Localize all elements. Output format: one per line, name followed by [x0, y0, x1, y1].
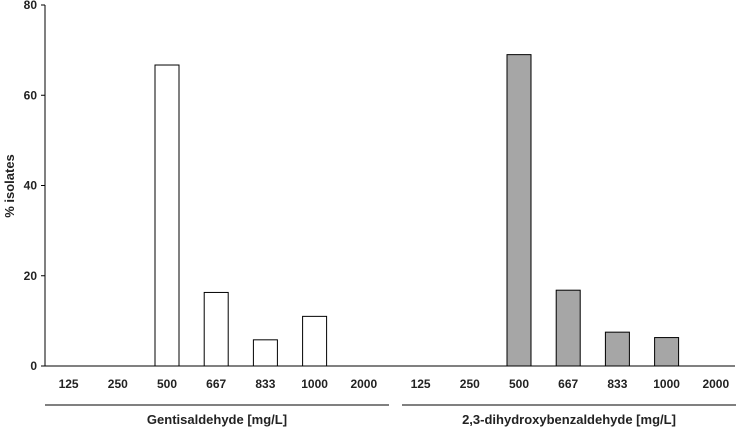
- y-tick-label: 20: [24, 269, 38, 283]
- bar: [252, 339, 278, 367]
- x-tick-label: 1000: [301, 377, 328, 391]
- x-tick-label: 667: [558, 377, 578, 391]
- x-tick-label: 250: [108, 377, 128, 391]
- bar: [154, 64, 180, 367]
- x-tick-label: 2000: [702, 377, 729, 391]
- x-tick-label: 833: [255, 377, 275, 391]
- plot-area: 0 20 40 60 80 125 250 500 667 833 1000 2000 125 250 5…: [24, 0, 736, 427]
- bar: [604, 331, 630, 367]
- x-tick-label: 667: [206, 377, 226, 391]
- group-label: Gentisaldehyde [mg/L]: [147, 412, 287, 427]
- bar: [302, 315, 328, 367]
- bar: [203, 291, 229, 367]
- x-tick-label: 500: [509, 377, 529, 391]
- x-tick-label: 500: [157, 377, 177, 391]
- y-tick-label: 80: [24, 0, 38, 12]
- x-tick-label: 250: [460, 377, 480, 391]
- x-tick-label: 125: [411, 377, 431, 391]
- bar: [654, 337, 680, 367]
- y-tick-label: 40: [24, 179, 38, 193]
- bars: [154, 54, 680, 367]
- y-tick-label: 0: [30, 359, 37, 373]
- y-ticks: 0 20 40 60 80: [24, 0, 45, 373]
- group-label: 2,3-dihydroxybenzaldehyde [mg/L]: [462, 412, 676, 427]
- x-tick-labels: 125 250 500 667 833 1000 2000 125 250 500 667 833 10…: [59, 377, 730, 391]
- bar: [506, 54, 532, 367]
- group-labels: Gentisaldehyde [mg/L] 2,3-dihydroxybenzal…: [45, 404, 736, 427]
- bar: [555, 289, 581, 367]
- y-axis-title: % isolates: [2, 154, 17, 218]
- x-tick-label: 2000: [350, 377, 377, 391]
- x-tick-label: 833: [607, 377, 627, 391]
- x-tick-label: 125: [59, 377, 79, 391]
- y-tick-label: 60: [24, 88, 38, 102]
- x-tick-label: 1000: [653, 377, 680, 391]
